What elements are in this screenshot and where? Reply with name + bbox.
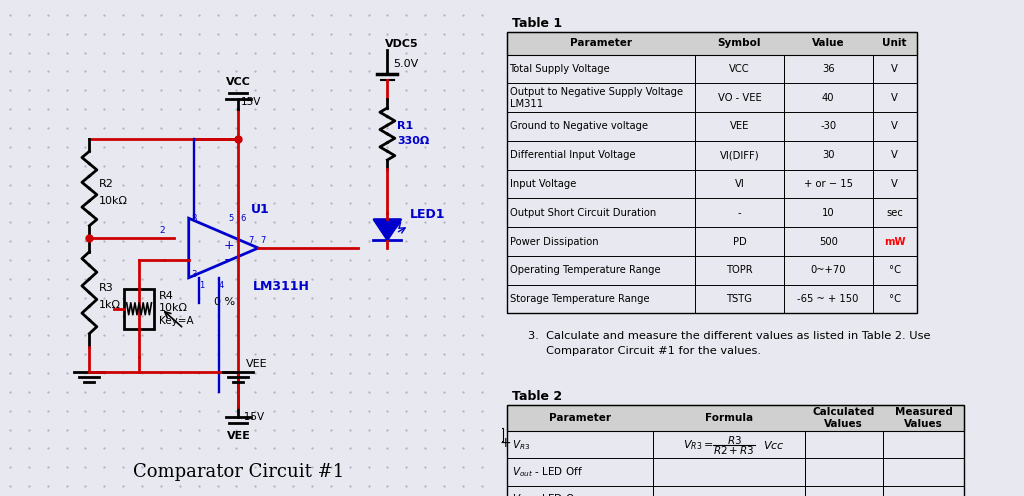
Text: °C: °C bbox=[889, 265, 901, 275]
Text: 8: 8 bbox=[191, 214, 197, 223]
Text: VEE: VEE bbox=[246, 359, 267, 369]
Text: Output Short Circuit Duration: Output Short Circuit Duration bbox=[510, 208, 655, 218]
Text: $Vcc$: $Vcc$ bbox=[763, 438, 784, 451]
Text: Table 2: Table 2 bbox=[512, 390, 562, 403]
Text: 36: 36 bbox=[822, 64, 835, 74]
Text: 6: 6 bbox=[241, 214, 246, 223]
Text: Input Voltage: Input Voltage bbox=[510, 179, 575, 189]
Text: LED1: LED1 bbox=[410, 208, 445, 221]
Text: V: V bbox=[891, 179, 898, 189]
Text: R3: R3 bbox=[99, 283, 114, 293]
Text: VI: VI bbox=[734, 179, 744, 189]
Text: 1: 1 bbox=[199, 281, 204, 290]
Text: 40: 40 bbox=[822, 93, 835, 103]
Text: Storage Temperature Range: Storage Temperature Range bbox=[510, 294, 649, 304]
Text: VO - VEE: VO - VEE bbox=[718, 93, 761, 103]
Text: °C: °C bbox=[889, 294, 901, 304]
Text: 3.  Calculate and measure the different values as listed in Table 2. Use
     Co: 3. Calculate and measure the different v… bbox=[528, 331, 931, 356]
Text: Table 1: Table 1 bbox=[512, 17, 562, 30]
Text: mW: mW bbox=[884, 237, 905, 247]
Text: 30: 30 bbox=[822, 150, 835, 160]
FancyBboxPatch shape bbox=[507, 405, 964, 431]
Text: VCC: VCC bbox=[729, 64, 750, 74]
Text: V: V bbox=[891, 93, 898, 103]
Text: Formula: Formula bbox=[705, 413, 753, 423]
Text: -30: -30 bbox=[820, 122, 837, 131]
Text: 5: 5 bbox=[228, 214, 233, 223]
Text: 0 %: 0 % bbox=[214, 297, 234, 307]
Text: Parameter: Parameter bbox=[549, 413, 611, 423]
Text: Calculated
Values: Calculated Values bbox=[813, 407, 876, 429]
Text: PD: PD bbox=[732, 237, 746, 247]
Text: -15V: -15V bbox=[241, 412, 265, 422]
Text: 10: 10 bbox=[822, 208, 835, 218]
Text: Ground to Negative voltage: Ground to Negative voltage bbox=[510, 122, 648, 131]
Text: $V_{R3}=$: $V_{R3}=$ bbox=[683, 438, 714, 451]
Text: Power Dissipation: Power Dissipation bbox=[510, 237, 598, 247]
Text: V: V bbox=[891, 150, 898, 160]
Text: 4: 4 bbox=[218, 281, 224, 290]
Text: 10kΩ: 10kΩ bbox=[159, 303, 188, 313]
Text: Comparator Circuit #1: Comparator Circuit #1 bbox=[133, 463, 344, 481]
Text: TSTG: TSTG bbox=[726, 294, 753, 304]
Text: + or − 15: + or − 15 bbox=[804, 179, 853, 189]
Text: $V_{R3}$: $V_{R3}$ bbox=[512, 438, 530, 451]
Text: $V_{out}$ - LED Off: $V_{out}$ - LED Off bbox=[512, 465, 583, 479]
Text: V: V bbox=[891, 122, 898, 131]
Text: Parameter: Parameter bbox=[570, 38, 632, 49]
Text: Output to Negative Supply Voltage
LM311: Output to Negative Supply Voltage LM311 bbox=[510, 87, 683, 109]
Text: 7: 7 bbox=[261, 236, 266, 245]
Text: 500: 500 bbox=[819, 237, 838, 247]
Text: Key=A: Key=A bbox=[159, 315, 194, 326]
Text: V: V bbox=[891, 64, 898, 74]
Text: 15V: 15V bbox=[241, 97, 261, 107]
Polygon shape bbox=[374, 219, 401, 240]
Text: 1kΩ: 1kΩ bbox=[99, 300, 121, 310]
Text: 5.0V: 5.0V bbox=[393, 59, 419, 69]
Text: $V_{out}$ - LED On: $V_{out}$ - LED On bbox=[512, 493, 582, 496]
Text: Measured
Values: Measured Values bbox=[895, 407, 952, 429]
Text: VEE: VEE bbox=[730, 122, 750, 131]
Text: 2: 2 bbox=[159, 226, 165, 235]
Text: sec: sec bbox=[887, 208, 903, 218]
Text: 7: 7 bbox=[248, 236, 254, 245]
Text: R1: R1 bbox=[397, 121, 414, 131]
Text: Total Supply Voltage: Total Supply Voltage bbox=[510, 64, 610, 74]
Text: Symbol: Symbol bbox=[718, 38, 761, 49]
FancyBboxPatch shape bbox=[507, 32, 916, 55]
Text: TOPR: TOPR bbox=[726, 265, 753, 275]
Text: -: - bbox=[737, 208, 741, 218]
Text: LM311H: LM311H bbox=[253, 280, 310, 293]
Text: −: − bbox=[223, 254, 233, 267]
Text: +: + bbox=[499, 436, 511, 450]
Text: 10kΩ: 10kΩ bbox=[99, 196, 128, 206]
Text: R2: R2 bbox=[99, 179, 115, 188]
Text: 0~+70: 0~+70 bbox=[810, 265, 846, 275]
Text: VI(DIFF): VI(DIFF) bbox=[720, 150, 759, 160]
Text: U1: U1 bbox=[251, 203, 269, 216]
Text: Differential Input Voltage: Differential Input Voltage bbox=[510, 150, 635, 160]
Text: Value: Value bbox=[812, 38, 845, 49]
Text: Unit: Unit bbox=[883, 38, 907, 49]
Text: VDC5: VDC5 bbox=[385, 39, 419, 49]
Text: Operating Temperature Range: Operating Temperature Range bbox=[510, 265, 660, 275]
Text: $R3$: $R3$ bbox=[727, 434, 741, 446]
Text: R4: R4 bbox=[159, 291, 174, 301]
Text: +: + bbox=[223, 239, 233, 252]
Text: 330Ω: 330Ω bbox=[397, 136, 429, 146]
Text: VCC: VCC bbox=[226, 77, 251, 87]
Text: VEE: VEE bbox=[226, 431, 250, 440]
Text: $R2+R3$: $R2+R3$ bbox=[714, 443, 755, 456]
Text: -65 ~ + 150: -65 ~ + 150 bbox=[798, 294, 859, 304]
Text: 3: 3 bbox=[191, 270, 197, 279]
